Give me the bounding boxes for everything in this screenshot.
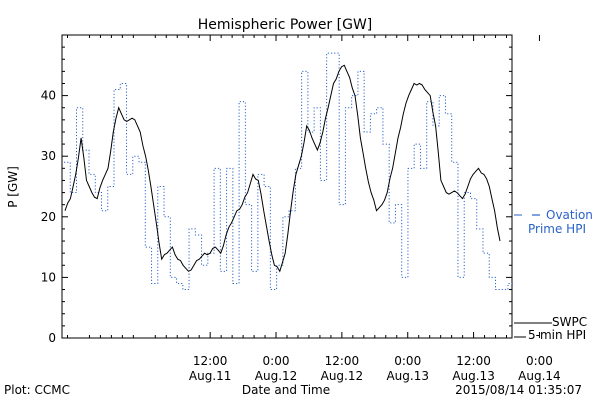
y-tick-label: 30 (41, 149, 56, 163)
footer-timestamp: 2015/08/14 01:35:07 (455, 383, 582, 397)
legend-label-swpc-line1: SWPC (552, 315, 587, 329)
y-axis: 0 10 20 30 40 (41, 46, 512, 345)
y-tick-label: 40 (41, 89, 56, 103)
x-tick-time: 0:00 (394, 354, 421, 368)
series-swpc-line (64, 64, 501, 273)
x-tick-time: 12:00 (456, 354, 491, 368)
x-tick-date: Aug.13 (452, 369, 495, 383)
y-axis-title: P [GW] (6, 166, 20, 208)
x-axis-title: Date and Time (242, 383, 330, 397)
legend-label-ovation-line2: Prime HPI (528, 222, 586, 236)
footer-credit: Plot: CCMC (4, 383, 70, 397)
legend: Ovation Prime HPI SWPC 5-min HPI (514, 208, 593, 342)
chart-title: Hemispheric Power [GW] (198, 17, 373, 33)
series-layer (64, 52, 514, 291)
x-tick-date: Aug.12 (321, 369, 364, 383)
legend-label-swpc-line2: 5-min HPI (528, 328, 586, 342)
x-tick-date: Aug.14 (518, 369, 561, 383)
x-tick-date: Aug.11 (189, 369, 232, 383)
x-tick-date: Aug.13 (386, 369, 429, 383)
x-tick-time: 12:00 (325, 354, 360, 368)
legend-label-ovation-line1: Ovation (546, 208, 593, 222)
series-ovation-line (64, 52, 514, 291)
y-tick-label: 0 (48, 331, 56, 345)
y-tick-label: 20 (41, 210, 56, 224)
y-tick-label: 10 (41, 270, 56, 284)
x-tick-time: 0:00 (526, 354, 553, 368)
x-tick-date: Aug.12 (255, 369, 298, 383)
plot-frame (61, 34, 513, 339)
x-tick-time: 0:00 (263, 354, 290, 368)
x-tick-time: 12:00 (193, 354, 228, 368)
x-axis: 12:00Aug.110:00Aug.1212:00Aug.120:00Aug.… (66, 35, 561, 383)
